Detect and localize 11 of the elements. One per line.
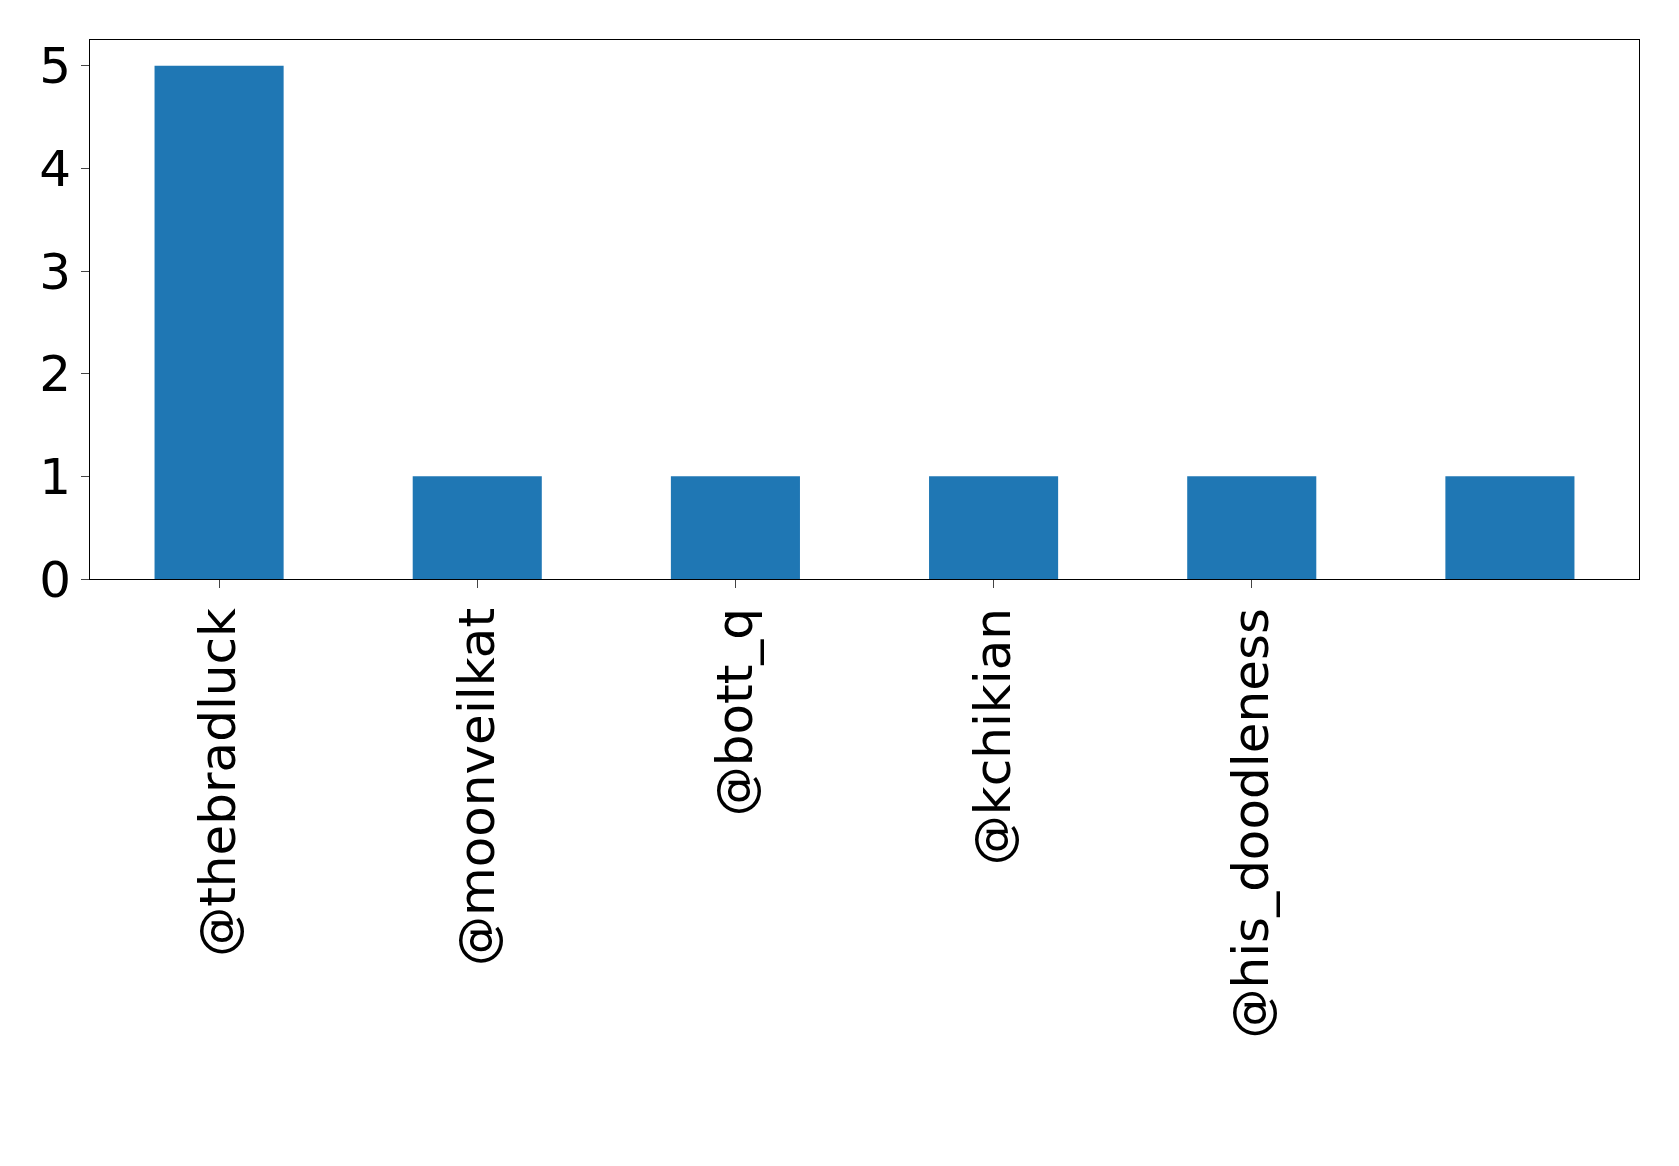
x-tick-label: @his_doodleness (1222, 608, 1280, 1039)
x-tick-label: @bott_q (705, 608, 764, 817)
y-tick-label: 4 (39, 139, 71, 198)
y-tick-label: 1 (39, 447, 71, 506)
y-tick-label: 5 (39, 37, 71, 96)
x-tick-label: @thebradluck (189, 607, 248, 957)
y-tick-label: 0 (39, 550, 71, 609)
y-tick-label: 3 (39, 242, 71, 301)
x-tick-label: @kchikian (963, 608, 1022, 866)
y-tick-label: 2 (39, 345, 71, 404)
x-tick-label: @moonveilkat (447, 608, 506, 967)
